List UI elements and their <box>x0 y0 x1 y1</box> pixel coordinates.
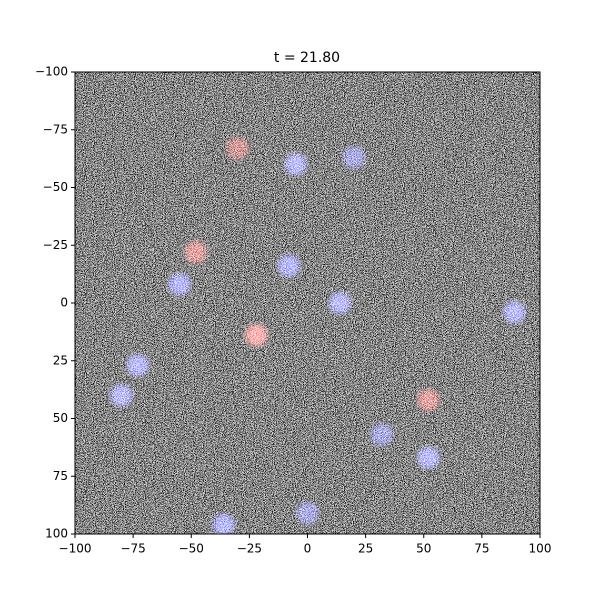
x-tick-label: 75 <box>474 542 489 556</box>
y-tick-label: 0 <box>60 296 68 310</box>
image <box>75 72 540 534</box>
noise-texture <box>75 72 540 534</box>
y-tick-label: 50 <box>53 411 68 425</box>
x-tick-label: −50 <box>179 542 204 556</box>
y-tick-label: 25 <box>53 353 68 367</box>
chart-title: t = 21.80 <box>274 50 340 66</box>
x-tick-label: −75 <box>120 542 145 556</box>
x-tick-label: 0 <box>304 542 312 556</box>
x-tick-label: 25 <box>358 542 373 556</box>
x-tick-label: −25 <box>237 542 262 556</box>
x-tick-label: 50 <box>416 542 431 556</box>
y-tick-label: −75 <box>43 122 68 136</box>
y-tick-label: 100 <box>45 527 68 541</box>
y-tick-label: 75 <box>53 469 68 483</box>
y-tick-label: −100 <box>35 65 68 79</box>
y-tick-label: −25 <box>43 238 68 252</box>
x-tick-label: 100 <box>529 542 552 556</box>
y-tick-label: −50 <box>43 180 68 194</box>
x-tick-label: −100 <box>59 542 92 556</box>
